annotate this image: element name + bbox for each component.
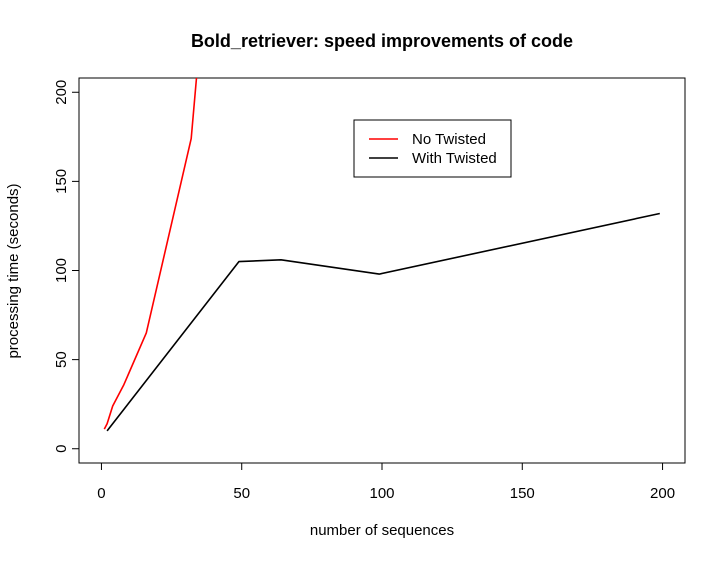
series-layer — [103, 78, 660, 432]
x-axis: 0 50 100 150 200 — [97, 462, 675, 502]
legend-label: With Twisted — [412, 150, 497, 167]
y-tick-label: 200 — [53, 80, 70, 105]
x-tick-label: 100 — [369, 485, 394, 502]
series-line-no-twisted — [103, 78, 198, 430]
legend: No Twisted With Twisted — [353, 119, 512, 178]
y-tick-label: 0 — [53, 445, 70, 453]
x-tick-label: 150 — [510, 485, 535, 502]
y-axis: 0 50 100 150 200 — [53, 80, 80, 453]
x-axis-label: number of sequences — [310, 522, 454, 539]
y-tick-label: 150 — [53, 169, 70, 194]
chart-title: Bold_retriever: speed improvements of co… — [191, 31, 573, 51]
x-tick-label: 0 — [97, 485, 105, 502]
y-tick-label: 50 — [53, 351, 70, 368]
y-axis-label: processing time (seconds) — [5, 183, 22, 358]
legend-box — [353, 119, 512, 178]
x-tick-label: 50 — [233, 485, 250, 502]
series-line-with-twisted — [106, 212, 660, 432]
legend-label: No Twisted — [412, 131, 486, 148]
y-tick-label: 100 — [53, 258, 70, 283]
x-tick-label: 200 — [650, 485, 675, 502]
